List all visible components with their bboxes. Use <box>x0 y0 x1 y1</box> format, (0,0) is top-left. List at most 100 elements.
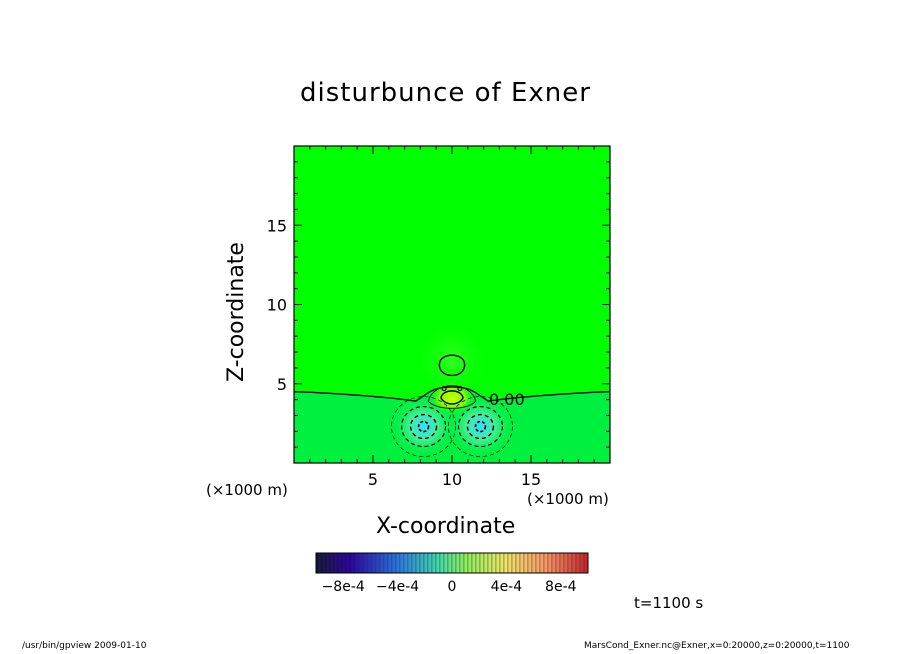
colorbar-swatch-13 <box>367 552 373 574</box>
colorbar-swatch-65 <box>575 552 581 574</box>
colorbar-swatch-58 <box>547 552 553 574</box>
high-center-2 <box>430 382 474 415</box>
footer-source: MarsCond_Exner.nc@Exner,x=0:20000,z=0:20… <box>584 641 850 651</box>
colorbar-swatch-32 <box>443 552 449 574</box>
colorbar-tick-label-3: 4e-4 <box>491 579 523 595</box>
x-tick-label-10: 10 <box>442 470 462 489</box>
colorbar-swatch-18 <box>387 552 393 574</box>
colorbar-swatch-48 <box>507 552 513 574</box>
colorbar: −8e-4 −4e-4 0 4e-4 8e-4 <box>315 552 589 595</box>
colorbar-swatch-57 <box>543 552 549 574</box>
colorbar-tick-label-4: 8e-4 <box>545 579 577 595</box>
contour-lines <box>294 354 610 457</box>
colorbar-swatch-26 <box>419 552 425 574</box>
colorbar-swatch-33 <box>447 552 453 574</box>
colorbar-swatch-28 <box>427 552 433 574</box>
colorbar-swatch-6 <box>339 552 345 574</box>
time-annotation: t=1100 s <box>634 594 704 612</box>
positive-contour-outer <box>427 385 477 409</box>
colorbar-swatch-7 <box>343 552 349 574</box>
colorbar-swatch-22 <box>403 552 409 574</box>
colorbar-swatch-9 <box>351 552 357 574</box>
colorbar-swatch-66 <box>579 552 585 574</box>
colorbar-swatch-38 <box>467 552 473 574</box>
z-tick-label-10: 10 <box>267 296 287 315</box>
low-center-0 <box>391 396 456 457</box>
colorbar-swatch-45 <box>495 552 501 574</box>
colorbar-swatch-31 <box>439 552 445 574</box>
colorbar-swatch-55 <box>535 552 541 574</box>
colorbar-swatch-63 <box>567 552 573 574</box>
colorbar-swatch-25 <box>415 552 421 574</box>
colorbar-swatch-24 <box>411 552 417 574</box>
zero-contour <box>294 386 610 402</box>
colorbar-swatch-67 <box>583 552 589 574</box>
low-contour-0-3 <box>417 420 430 433</box>
low-contour-1-2 <box>466 413 495 440</box>
colorbar-swatch-64 <box>571 552 577 574</box>
colorbar-swatch-41 <box>479 552 485 574</box>
colorbar-swatch-27 <box>423 552 429 574</box>
colorbar-swatch-60 <box>555 552 561 574</box>
colorbar-swatch-15 <box>375 552 381 574</box>
colorbar-swatch-40 <box>475 552 481 574</box>
colorbar-tick-label-2: 0 <box>448 579 457 595</box>
colorbar-swatch-23 <box>407 552 413 574</box>
field-shading <box>294 146 610 463</box>
positive-small-right <box>457 385 463 392</box>
x-tick-label-5: 5 <box>368 470 378 489</box>
positive-contour-inner <box>440 390 464 405</box>
x-tick-label-15: 15 <box>521 470 541 489</box>
colorbar-swatch-39 <box>471 552 477 574</box>
z-tick-label-15: 15 <box>267 216 287 235</box>
colorbar-tick-label-0: −8e-4 <box>322 579 365 595</box>
colorbar-swatch-17 <box>383 552 389 574</box>
colorbar-swatch-30 <box>435 552 441 574</box>
colorbar-swatch-0 <box>315 552 321 574</box>
x-axis-unit: (×1000 m) <box>527 490 609 508</box>
colorbar-swatch-53 <box>527 552 533 574</box>
colorbar-swatch-34 <box>451 552 457 574</box>
contour-zero-label: 0.00 <box>489 390 525 409</box>
colorbar-swatch-43 <box>487 552 493 574</box>
colorbar-swatch-50 <box>515 552 521 574</box>
x-axis-label: X-coordinate <box>376 514 516 539</box>
colorbar-swatch-46 <box>499 552 505 574</box>
chart-title: disturbunce of Exner <box>300 78 591 108</box>
colorbar-swatch-44 <box>491 552 497 574</box>
colorbar-swatch-10 <box>355 552 361 574</box>
z-tick-label-5: 5 <box>277 375 287 394</box>
low-contour-1-1 <box>457 405 504 448</box>
colorbar-swatch-35 <box>455 552 461 574</box>
colorbar-swatch-49 <box>511 552 517 574</box>
colorbar-swatch-12 <box>363 552 369 574</box>
colorbar-swatch-37 <box>463 552 469 574</box>
colorbar-swatch-14 <box>371 552 377 574</box>
colorbar-swatch-3 <box>327 552 333 574</box>
colorbar-swatch-52 <box>523 552 529 574</box>
positive-small-left <box>441 385 447 392</box>
low-contour-1-0 <box>448 396 513 457</box>
colorbar-swatch-5 <box>335 552 341 574</box>
colorbar-swatch-20 <box>395 552 401 574</box>
colorbar-swatch-62 <box>563 552 569 574</box>
colorbar-swatch-51 <box>519 552 525 574</box>
colorbar-swatch-4 <box>331 552 337 574</box>
colorbar-swatch-16 <box>379 552 385 574</box>
colorbar-swatch-61 <box>559 552 565 574</box>
colorbar-swatch-2 <box>323 552 329 574</box>
colorbar-swatch-47 <box>503 552 509 574</box>
upper-positive-contour <box>438 354 466 377</box>
low-contour-0-1 <box>400 405 447 448</box>
colorbar-swatch-42 <box>483 552 489 574</box>
footer-program-date: /usr/bin/gpview 2009-01-10 <box>22 641 147 651</box>
colorbar-swatch-21 <box>399 552 405 574</box>
colorbar-swatch-1 <box>319 552 325 574</box>
low-contour-1-3 <box>474 420 487 433</box>
colorbar-swatch-11 <box>359 552 365 574</box>
axis-ticks: 5 10 15 5 10 15 <box>267 146 610 489</box>
low-center-1 <box>448 396 513 457</box>
colorbar-tick-label-1: −4e-4 <box>376 579 419 595</box>
z-axis-unit: (×1000 m) <box>206 481 288 499</box>
